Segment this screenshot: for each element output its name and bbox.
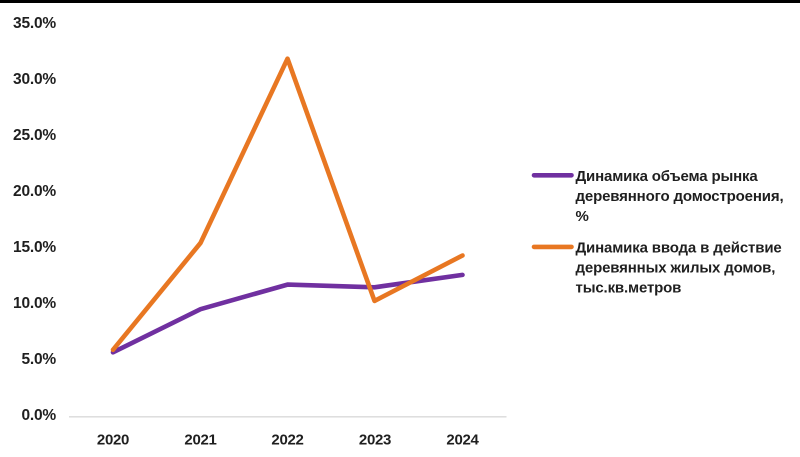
svg-text:30.0%: 30.0% [13,71,56,88]
svg-text:0.0%: 0.0% [21,407,56,424]
svg-text:20.0%: 20.0% [13,183,56,200]
svg-text:10.0%: 10.0% [13,295,56,312]
svg-text:Динамика объема рынка: Динамика объема рынка [576,168,759,185]
svg-text:25.0%: 25.0% [13,127,56,144]
svg-text:деревянного домостроения,: деревянного домостроения, [576,188,784,205]
svg-text:2024: 2024 [446,432,479,449]
svg-text:2020: 2020 [97,432,129,449]
svg-text:5.0%: 5.0% [21,351,56,368]
svg-text:15.0%: 15.0% [13,239,56,256]
svg-text:Динамика ввода в действие: Динамика ввода в действие [576,239,782,256]
svg-text:2022: 2022 [271,432,303,449]
svg-text:35.0%: 35.0% [13,15,56,32]
svg-text:2023: 2023 [359,432,391,449]
svg-text:2021: 2021 [184,432,216,449]
svg-text:тыс.кв.метров: тыс.кв.метров [576,279,682,296]
svg-text:%: % [576,208,589,225]
svg-text:деревянных жилых домов,: деревянных жилых домов, [576,259,776,276]
